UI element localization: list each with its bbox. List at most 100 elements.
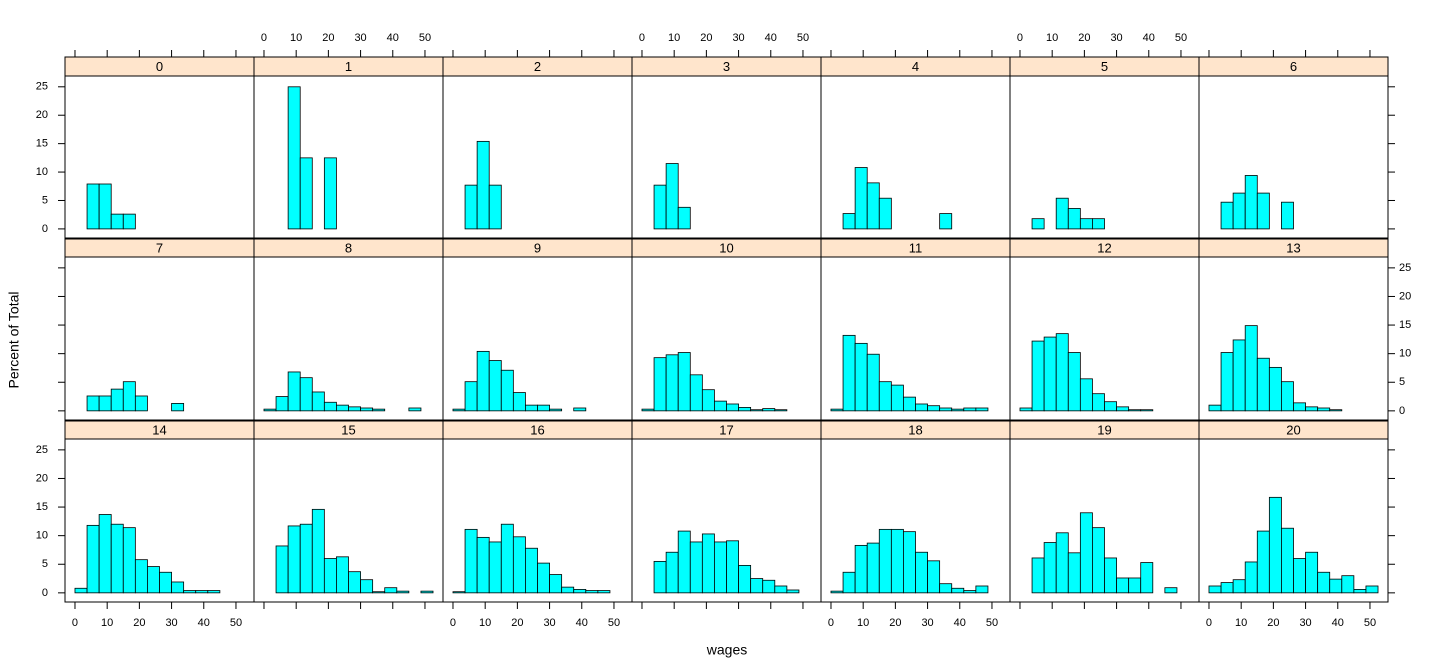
x-tick-label: 50: [608, 617, 620, 629]
x-tick-label: 0: [1017, 32, 1023, 44]
x-tick-label: 50: [797, 32, 809, 44]
y-tick-label: 5: [1399, 376, 1405, 388]
bar: [134, 395, 148, 412]
x-tick-label: 0: [72, 617, 78, 629]
bar: [1232, 579, 1246, 594]
x-tick-label: 30: [165, 617, 177, 629]
bar: [147, 566, 160, 594]
x-tick-label: 40: [198, 617, 210, 629]
x-tick-label: 30: [543, 617, 555, 629]
bar: [1208, 404, 1222, 412]
bar: [1067, 352, 1081, 412]
bar: [98, 395, 112, 412]
bar: [1067, 552, 1081, 594]
bar: [336, 404, 349, 412]
strip-label: 1: [345, 59, 352, 74]
bar: [561, 586, 575, 594]
bar: [750, 578, 764, 594]
x-tick-label: 30: [1110, 32, 1122, 44]
bar: [1140, 409, 1154, 412]
bar: [1164, 587, 1178, 594]
x-tick-label: 50: [1175, 32, 1187, 44]
y-tick-label: 15: [1399, 319, 1411, 331]
x-tick-label: 50: [230, 617, 242, 629]
bar: [1092, 527, 1105, 594]
bar: [1104, 401, 1117, 412]
bar: [372, 591, 386, 594]
panel: [1198, 438, 1389, 603]
bar: [641, 408, 655, 412]
y-tick-label: 0: [1399, 405, 1405, 417]
bar: [866, 182, 880, 230]
x-tick-label: 40: [387, 32, 399, 44]
panel: [1198, 75, 1389, 239]
bar: [1055, 333, 1069, 412]
strip-label: 2: [534, 59, 541, 74]
bar: [866, 353, 880, 412]
bar: [323, 558, 337, 594]
x-tick-label: 10: [668, 32, 680, 44]
bar: [1281, 201, 1294, 230]
x-tick-label: 40: [1332, 617, 1344, 629]
bar: [738, 564, 752, 594]
bar: [1281, 527, 1294, 594]
bar: [74, 587, 88, 594]
bar: [915, 551, 928, 594]
strip-label: 0: [156, 59, 163, 74]
y-tick-label: 20: [36, 109, 48, 121]
bar: [786, 589, 800, 594]
bar: [854, 544, 868, 594]
bar: [171, 581, 185, 594]
bar: [665, 551, 679, 594]
strip-label: 13: [1286, 240, 1300, 255]
x-tick-label: 20: [133, 617, 145, 629]
x-tick-label: 0: [1206, 617, 1212, 629]
x-tick-label: 0: [261, 32, 267, 44]
bar: [476, 140, 490, 230]
bar: [1208, 585, 1222, 594]
x-tick-label: 50: [986, 617, 998, 629]
bar: [750, 409, 764, 412]
y-tick-label: 5: [42, 194, 48, 206]
bar: [384, 587, 398, 594]
strip-label: 20: [1286, 422, 1300, 437]
bar: [287, 86, 301, 230]
bar: [1244, 325, 1258, 412]
bar: [1220, 352, 1234, 412]
bar: [597, 590, 611, 594]
x-axis-title: wages: [706, 642, 747, 658]
bar: [311, 391, 325, 412]
bar: [689, 541, 703, 594]
panel: [64, 256, 255, 421]
x-tick-label: 20: [511, 617, 523, 629]
bar: [1031, 340, 1045, 412]
bar: [98, 183, 112, 230]
bar: [360, 407, 374, 412]
bar: [963, 407, 977, 412]
bar: [890, 528, 904, 594]
bar: [323, 401, 337, 412]
x-tick-label: 30: [1299, 617, 1311, 629]
bar: [726, 403, 739, 412]
panel: [253, 256, 444, 421]
bar: [396, 590, 410, 594]
bar: [1293, 558, 1306, 594]
x-tick-label: 30: [921, 617, 933, 629]
x-tick-label: 30: [732, 32, 744, 44]
bar: [122, 527, 136, 594]
bar: [738, 407, 752, 412]
bar: [915, 403, 928, 412]
x-tick-label: 20: [889, 617, 901, 629]
x-tick-label: 30: [354, 32, 366, 44]
bar: [975, 407, 989, 412]
strip-label: 14: [152, 422, 166, 437]
bar: [183, 590, 197, 594]
bar: [573, 589, 587, 594]
bar: [726, 540, 739, 594]
bar: [512, 392, 526, 412]
bar: [1305, 406, 1319, 412]
bar: [500, 523, 514, 594]
bar: [1067, 208, 1081, 230]
x-tick-label: 0: [639, 32, 645, 44]
